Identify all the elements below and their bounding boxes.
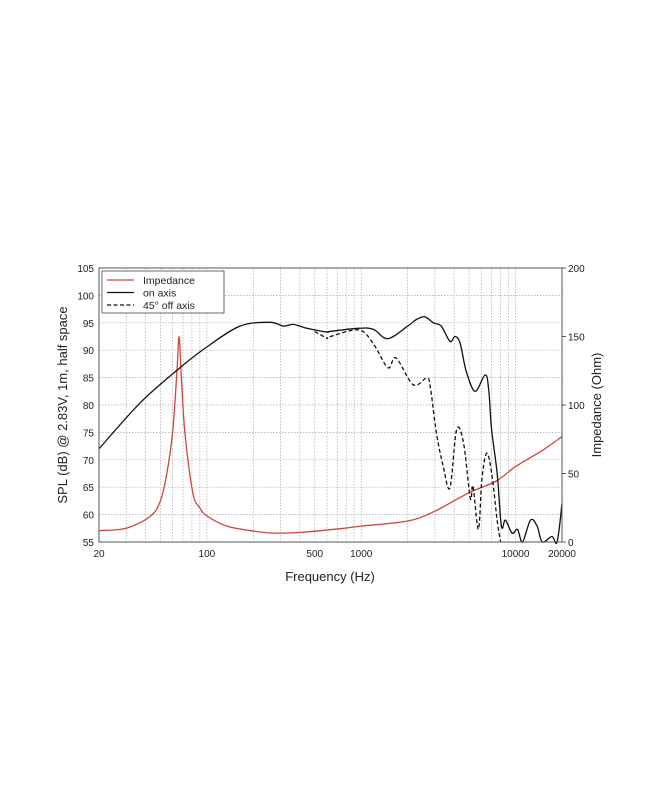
y2-tick-label: 200 [568, 264, 585, 275]
grid [99, 268, 562, 542]
x-axis-label: Frequency (Hz) [285, 569, 375, 584]
legend-label: on axis [143, 288, 176, 300]
curves [98, 316, 563, 545]
y-tick-label: 105 [77, 264, 94, 275]
y2-tick-label: 100 [568, 401, 585, 412]
series-line-0 [98, 335, 563, 534]
y-tick-label: 70 [83, 456, 95, 467]
series-line-1 [98, 316, 563, 545]
y2-axis-label: Impedance (Ohm) [589, 353, 604, 458]
y2-tick-label: 0 [568, 538, 574, 549]
y-tick-label: 65 [83, 483, 95, 494]
x-tick-label: 20000 [548, 549, 576, 560]
ticks: 20 100 500 1000 10000 20000556065707580859095… [77, 264, 585, 560]
y-tick-label: 95 [83, 319, 95, 330]
x-tick-label: 100 [199, 549, 216, 560]
y2-tick-label: 150 [568, 333, 585, 344]
x-tick-label: 20 [93, 549, 105, 560]
x-tick-label: 10000 [502, 549, 530, 560]
legend-label: Impedance [143, 275, 195, 287]
y-tick-label: 85 [83, 374, 95, 385]
x-tick-label: 500 [306, 549, 323, 560]
y-tick-label: 75 [83, 428, 95, 439]
y-axis-label: SPL (dB) @ 2.83V, 1m, half space [55, 306, 70, 503]
y-tick-label: 55 [83, 538, 95, 549]
y-tick-label: 60 [83, 511, 95, 522]
legend-label: 45° off axis [143, 300, 195, 312]
x-tick-label: 1000 [350, 549, 373, 560]
y-tick-label: 100 [77, 291, 94, 302]
y-tick-label: 90 [83, 346, 95, 357]
y2-tick-label: 50 [568, 470, 580, 481]
y-tick-label: 80 [83, 401, 95, 412]
